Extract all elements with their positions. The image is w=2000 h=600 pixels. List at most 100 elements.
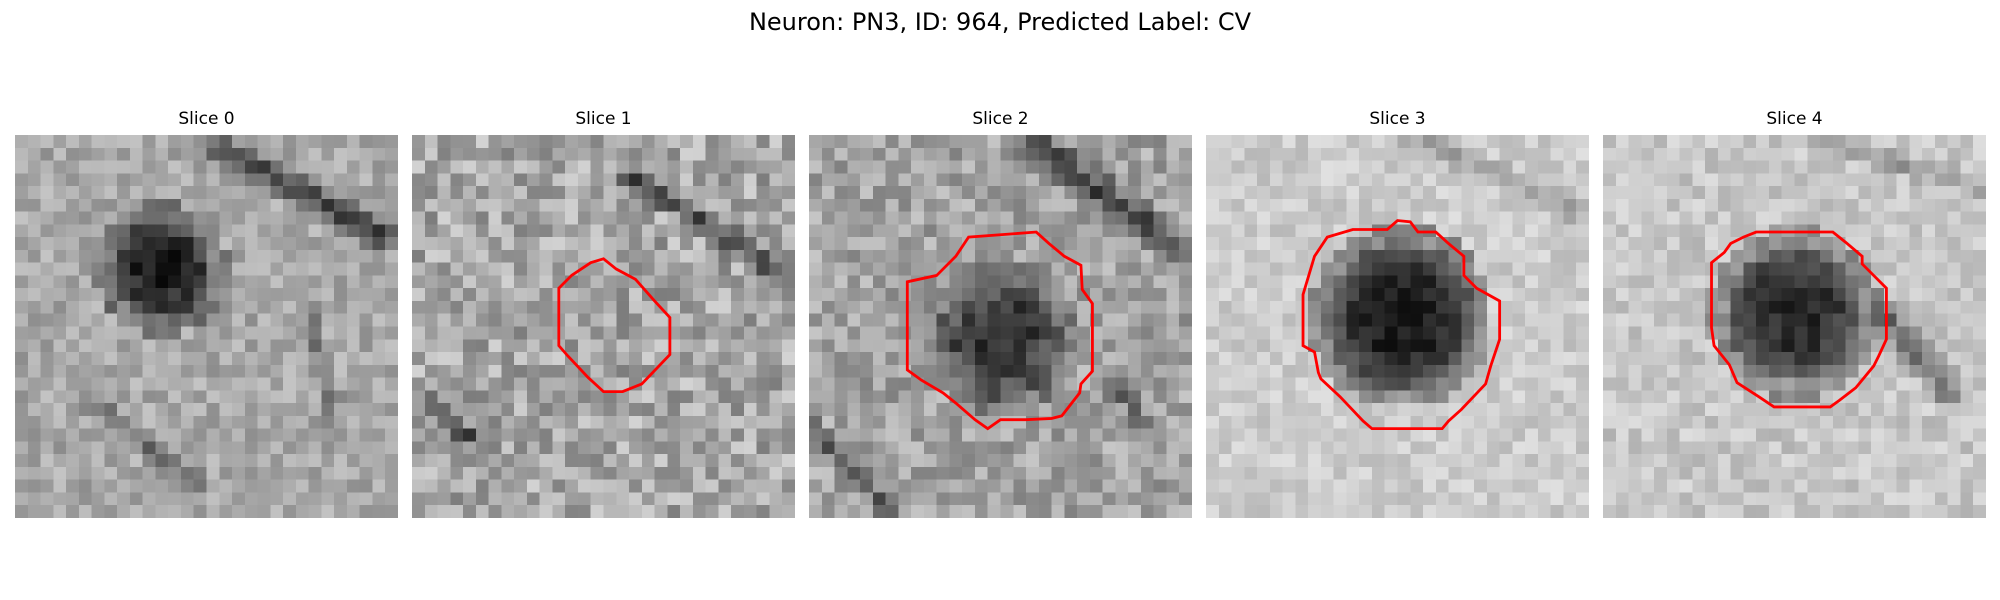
image-pixel: [334, 313, 348, 327]
image-pixel: [552, 492, 566, 506]
image-pixel: [705, 147, 719, 161]
image-pixel: [1435, 313, 1449, 327]
image-pixel: [1666, 492, 1680, 506]
image-pixel: [692, 479, 706, 493]
image-pixel: [1756, 288, 1770, 302]
image-pixel: [552, 454, 566, 468]
image-pixel: [1346, 160, 1360, 174]
image-pixel: [552, 466, 566, 480]
image-pixel: [1896, 466, 1910, 480]
image-pixel: [898, 211, 912, 225]
image-pixel: [860, 352, 874, 366]
image-pixel: [949, 275, 963, 289]
image-pixel: [1768, 505, 1782, 518]
image-pixel: [117, 479, 131, 493]
image-pixel: [412, 390, 426, 404]
image-pixel: [1231, 352, 1245, 366]
image-pixel: [424, 160, 438, 174]
image-pixel: [552, 352, 566, 366]
image-pixel: [78, 492, 92, 506]
image-pixel: [1934, 224, 1948, 238]
image-pixel: [1883, 390, 1897, 404]
image-pixel: [1794, 160, 1808, 174]
image-pixel: [1537, 275, 1551, 289]
image-pixel: [782, 275, 795, 289]
image-pixel: [667, 211, 681, 225]
image-pixel: [104, 198, 118, 212]
image-pixel: [295, 237, 309, 251]
image-pixel: [1654, 441, 1668, 455]
image-pixel: [1603, 288, 1617, 302]
image-pixel: [1461, 224, 1475, 238]
image-pixel: [718, 377, 732, 391]
image-pixel: [923, 441, 937, 455]
image-pixel: [1333, 403, 1347, 417]
image-pixel: [1179, 454, 1192, 468]
image-pixel: [731, 415, 745, 429]
image-pixel: [616, 224, 630, 238]
image-pixel: [15, 364, 29, 378]
image-pixel: [1781, 326, 1795, 340]
image-pixel: [1768, 454, 1782, 468]
image-pixel: [1641, 492, 1655, 506]
image-pixel: [1705, 160, 1719, 174]
image-pixel: [1743, 198, 1757, 212]
image-pixel: [1717, 224, 1731, 238]
image-pixel: [936, 326, 950, 340]
image-pixel: [552, 147, 566, 161]
image-pixel: [385, 364, 398, 378]
image-pixel: [437, 339, 451, 353]
image-pixel: [1756, 198, 1770, 212]
image-pixel: [346, 454, 360, 468]
image-pixel: [1013, 454, 1027, 468]
image-pixel: [514, 390, 528, 404]
image-pixel: [1295, 466, 1309, 480]
image-pixel: [1666, 313, 1680, 327]
image-pixel: [1410, 160, 1424, 174]
image-pixel: [526, 186, 540, 200]
image-pixel: [1308, 211, 1322, 225]
image-pixel: [1128, 300, 1142, 314]
image-pixel: [1832, 249, 1846, 263]
image-pixel: [1000, 479, 1014, 493]
image-pixel: [1269, 441, 1283, 455]
image-pixel: [270, 186, 284, 200]
image-pixel: [1730, 492, 1744, 506]
image-pixel: [1346, 390, 1360, 404]
image-pixel: [590, 186, 604, 200]
image-pixel: [847, 198, 861, 212]
image-pixel: [129, 275, 143, 289]
image-pixel: [1384, 352, 1398, 366]
image-pixel: [885, 377, 899, 391]
image-pixel: [1820, 262, 1834, 276]
image-pixel: [359, 147, 373, 161]
image-pixel: [834, 224, 848, 238]
image-pixel: [488, 339, 502, 353]
image-pixel: [590, 237, 604, 251]
image-pixel: [1576, 492, 1589, 506]
image-pixel: [1768, 492, 1782, 506]
image-pixel: [1512, 466, 1526, 480]
image-pixel: [809, 160, 823, 174]
image-pixel: [1474, 428, 1488, 442]
image-pixel: [1512, 313, 1526, 327]
image-pixel: [117, 313, 131, 327]
image-pixel: [244, 211, 258, 225]
image-pixel: [1576, 147, 1589, 161]
image-pixel: [809, 454, 823, 468]
image-pixel: [565, 403, 579, 417]
image-pixel: [705, 275, 719, 289]
image-pixel: [1871, 466, 1885, 480]
image-pixel: [654, 441, 668, 455]
image-pixel: [1576, 224, 1589, 238]
image-pixel: [1435, 326, 1449, 340]
image-pixel: [1794, 300, 1808, 314]
image-pixel: [1013, 415, 1027, 429]
image-pixel: [1768, 173, 1782, 187]
image-pixel: [782, 198, 795, 212]
image-pixel: [1282, 173, 1296, 187]
image-pixel: [1257, 377, 1271, 391]
image-pixel: [1448, 454, 1462, 468]
image-pixel: [1858, 135, 1872, 149]
image-pixel: [834, 454, 848, 468]
